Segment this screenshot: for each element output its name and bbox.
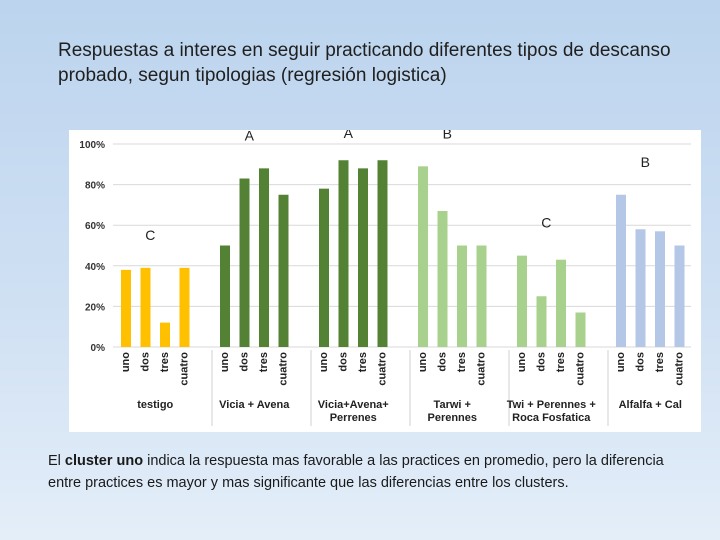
category-label: uno <box>219 352 231 372</box>
bar-tres <box>259 168 269 347</box>
significance-letter: B <box>443 130 452 141</box>
group-label: Vicia+Avena+ <box>318 399 389 411</box>
chart-card: 0% 20% 40% 60% 80% 100% uno dos tres cuatro testig… <box>69 130 701 432</box>
group-label: Vicia + Avena <box>219 399 290 411</box>
category-label: cuatro <box>476 352 488 386</box>
y-tick-label: 0% <box>91 343 106 354</box>
group-label: Perrenes <box>330 412 377 424</box>
category-label: dos <box>239 352 251 372</box>
bar-tres <box>160 322 170 347</box>
category-label: uno <box>516 352 528 372</box>
category-label: uno <box>615 352 627 372</box>
category-label: tres <box>555 352 567 372</box>
bar-cuatro <box>278 194 289 347</box>
significance-letter: A <box>245 130 255 143</box>
y-tick-label: 80% <box>85 181 105 192</box>
y-tick-label: 60% <box>85 221 105 232</box>
bar-uno <box>319 188 329 347</box>
significance-letter: B <box>641 154 650 170</box>
bar-cuatro <box>476 245 487 347</box>
group-label: Alfalfa + Cal <box>619 399 682 411</box>
bar-dos <box>338 160 349 347</box>
category-label: dos <box>437 352 449 372</box>
caption-highlight: cluster uno <box>64 453 144 469</box>
category-label: cuatro <box>674 352 686 386</box>
bar-cuatro <box>575 312 586 347</box>
bar-cuatro <box>674 245 685 347</box>
group-label: Roca Fosfatica <box>512 412 591 424</box>
bar-uno <box>418 166 428 347</box>
bar-tres <box>556 259 566 347</box>
bar-uno <box>517 255 527 347</box>
category-label: dos <box>536 352 548 372</box>
bar-dos <box>635 229 646 347</box>
group-label: Tarwi + <box>434 399 471 411</box>
significance-letter: A <box>344 130 354 141</box>
category-label: cuatro <box>278 352 290 386</box>
caption: El cluster uno indica la respuesta mas f… <box>48 450 688 494</box>
group-label: testigo <box>137 399 173 411</box>
bar-dos <box>437 210 448 347</box>
category-label: dos <box>140 352 152 372</box>
caption-body: indica la respuesta mas favorable a las … <box>48 453 664 491</box>
bar-dos <box>536 296 547 347</box>
category-label: tres <box>654 352 666 372</box>
category-label: uno <box>120 352 132 372</box>
bar-tres <box>358 168 368 347</box>
category-label: tres <box>357 352 369 372</box>
bar-chart: 0%20%40%60%80%100%uno dos tres cuatrotestig… <box>79 130 691 426</box>
y-tick-label: 100% <box>79 140 105 151</box>
bar-tres <box>457 245 467 347</box>
category-label: tres <box>258 352 270 372</box>
category-label: tres <box>159 352 171 372</box>
bar-tres <box>655 231 665 347</box>
significance-letter: C <box>145 227 155 243</box>
bar-cuatro <box>179 267 190 347</box>
significance-letter: C <box>541 215 551 231</box>
category-label: uno <box>318 352 330 372</box>
slide-title: Respuestas a interes en seguir practican… <box>58 40 671 86</box>
group-label: Perennes <box>427 412 477 424</box>
y-tick-label: 40% <box>85 262 105 273</box>
category-label: cuatro <box>179 352 191 386</box>
bar-uno <box>121 269 131 347</box>
group-label: Twi + Perennes + <box>507 399 596 411</box>
category-label: tres <box>456 352 468 372</box>
bar-cuatro <box>377 160 388 347</box>
category-label: cuatro <box>575 352 587 386</box>
bar-uno <box>616 194 626 347</box>
bar-dos <box>239 178 250 347</box>
bar-dos <box>140 267 151 347</box>
bar-uno <box>220 245 230 347</box>
y-tick-label: 20% <box>85 302 105 313</box>
category-label: dos <box>338 352 350 372</box>
category-label: dos <box>635 352 647 372</box>
caption-intro: El <box>48 453 65 469</box>
category-label: uno <box>417 352 429 372</box>
category-label: cuatro <box>377 352 389 386</box>
